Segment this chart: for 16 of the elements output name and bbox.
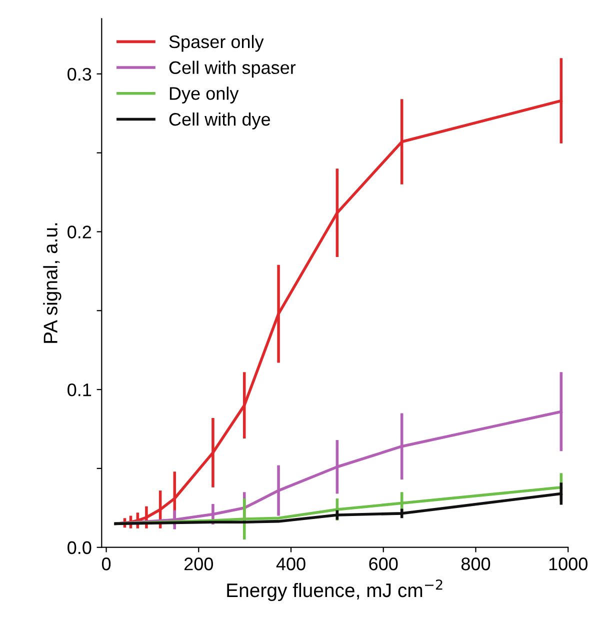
legend-label: Spaser only [169,34,264,52]
x-axis-title: Energy fluence, mJ cm$^{−2}$ [227,579,442,602]
legend-label: Cell with spaser [169,60,296,78]
y-tick-label: 0.0 [68,541,92,554]
legend-label: Cell with dye [169,112,270,130]
x-tick-label: 200 [184,558,213,570]
legend-label: Dye only [170,86,239,104]
x-tick-label: 1000 [549,558,588,570]
y-tick-label: 0.3 [68,68,92,81]
x-tick-label: 600 [369,558,398,570]
y-tick-label: 0.2 [68,226,92,238]
y-tick-label: 0.1 [68,383,92,396]
x-tick-label: 800 [461,558,490,570]
x-tick-label: 0 [102,558,111,570]
y-axis-title: PA signal, a.u. [43,223,62,343]
x-tick-label: 400 [276,558,306,570]
